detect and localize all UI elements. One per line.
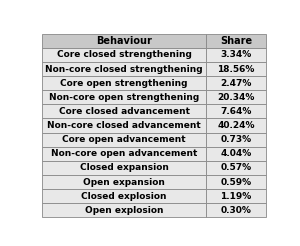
Text: Closed explosion: Closed explosion (81, 192, 167, 201)
Bar (206, 48, 266, 62)
Text: 0.30%: 0.30% (221, 206, 252, 215)
Bar (206, 62, 266, 76)
Text: Non-core open advancement: Non-core open advancement (51, 149, 197, 158)
Bar (42, 48, 206, 62)
Bar (206, 104, 266, 119)
Text: 20.34%: 20.34% (218, 93, 255, 102)
Text: 1.19%: 1.19% (220, 192, 252, 201)
Text: Open expansion: Open expansion (83, 178, 165, 186)
Bar (206, 90, 266, 104)
Text: Core open strengthening: Core open strengthening (60, 79, 188, 88)
Text: 0.57%: 0.57% (220, 163, 252, 172)
Bar (42, 133, 206, 147)
Text: Non-core closed advancement: Non-core closed advancement (47, 121, 201, 130)
Bar (206, 147, 266, 161)
Text: Core open advancement: Core open advancement (62, 135, 186, 144)
Bar (42, 189, 206, 203)
Bar (206, 34, 266, 48)
Text: 18.56%: 18.56% (218, 64, 255, 74)
Bar (42, 34, 206, 48)
Text: Non-core open strengthening: Non-core open strengthening (49, 93, 199, 102)
Bar (206, 203, 266, 217)
Bar (206, 119, 266, 133)
Bar (206, 161, 266, 175)
Bar (206, 175, 266, 189)
Text: Closed expansion: Closed expansion (80, 163, 169, 172)
Text: 4.04%: 4.04% (220, 149, 252, 158)
Text: 0.73%: 0.73% (220, 135, 252, 144)
Text: 2.47%: 2.47% (220, 79, 252, 88)
Text: Non-core closed strengthening: Non-core closed strengthening (45, 64, 203, 74)
Text: 7.64%: 7.64% (220, 107, 252, 116)
Text: 40.24%: 40.24% (218, 121, 255, 130)
Text: 3.34%: 3.34% (220, 50, 252, 59)
Bar (42, 175, 206, 189)
Bar (42, 119, 206, 133)
Text: 0.59%: 0.59% (220, 178, 252, 186)
Bar (206, 76, 266, 90)
Bar (42, 203, 206, 217)
Text: Share: Share (220, 36, 252, 46)
Text: Core closed advancement: Core closed advancement (58, 107, 190, 116)
Bar (206, 189, 266, 203)
Bar (42, 62, 206, 76)
Bar (42, 147, 206, 161)
Text: Open explosion: Open explosion (85, 206, 163, 215)
Bar (42, 76, 206, 90)
Text: Behaviour: Behaviour (96, 36, 152, 46)
Bar (42, 161, 206, 175)
Text: Core closed strengthening: Core closed strengthening (57, 50, 191, 59)
Bar (42, 90, 206, 104)
Bar (42, 104, 206, 119)
Bar (206, 133, 266, 147)
